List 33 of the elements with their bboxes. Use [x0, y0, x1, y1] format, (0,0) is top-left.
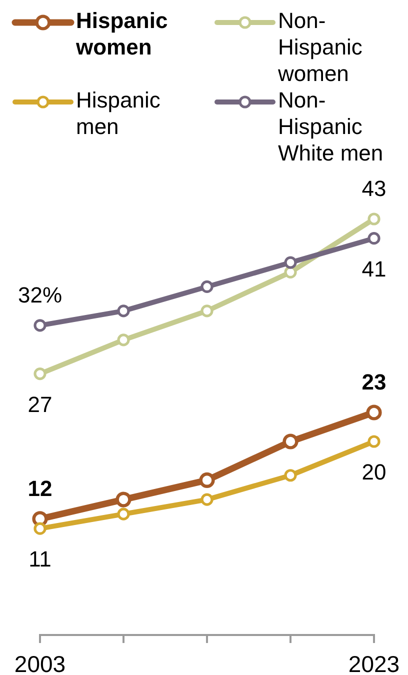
data-label: 32% — [18, 282, 62, 308]
point — [200, 493, 214, 506]
point — [200, 280, 214, 294]
point — [34, 522, 46, 535]
point — [368, 232, 380, 245]
legend-label: Non-Hispanic White men — [278, 88, 384, 166]
point — [368, 435, 380, 448]
point — [284, 469, 297, 482]
point — [117, 334, 130, 346]
legend-label: Non-Hispanic women — [277, 8, 362, 86]
point — [366, 404, 382, 420]
legend-label: Hispanic women — [75, 8, 168, 60]
point — [117, 508, 130, 520]
point — [34, 367, 46, 380]
data-label: 23 — [362, 369, 386, 394]
x-tick-label: 2023 — [348, 651, 400, 675]
data-label: 11 — [28, 546, 52, 572]
data-label: 41 — [362, 256, 386, 282]
point — [34, 319, 46, 332]
data-label: 27 — [28, 392, 52, 417]
x-tick-label: 2003 — [14, 651, 66, 675]
point — [200, 304, 214, 318]
point — [284, 266, 297, 279]
point — [199, 472, 215, 488]
point — [368, 212, 380, 226]
data-label: 43 — [362, 176, 386, 201]
point — [116, 492, 132, 508]
point — [117, 304, 130, 318]
point — [284, 256, 297, 269]
point — [282, 434, 298, 450]
data-label: 20 — [362, 460, 386, 485]
legend-label: Hispanic men — [76, 88, 160, 139]
data-label: 12 — [28, 476, 52, 501]
